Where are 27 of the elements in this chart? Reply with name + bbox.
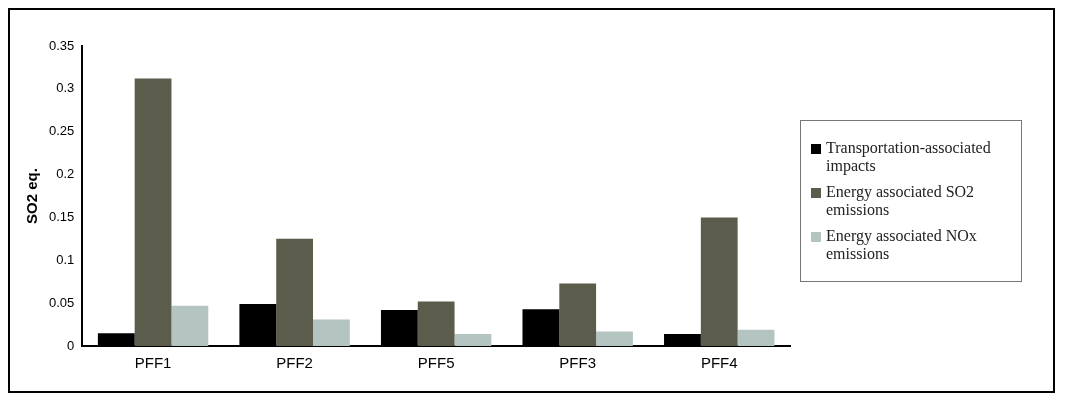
bar [313,318,350,346]
bar [596,330,633,346]
y-tick-label: 0.25 [48,122,75,138]
bar [454,333,492,346]
y-tick-label: 0.05 [48,294,75,310]
y-tick-label: 0.15 [48,208,75,224]
x-tick-label: PFF3 [559,353,597,371]
x-tick-label: PFF4 [700,353,738,371]
y-tick-label: 0 [67,337,75,353]
x-tick-label: PFF1 [134,353,172,371]
x-tick-label: PFF5 [417,353,455,371]
bar [700,216,738,346]
y-axis-title: SO2 eq. [23,167,41,224]
bar [559,282,597,346]
bar [737,329,775,346]
y-tick-label: 0.2 [56,165,75,181]
bar [276,238,314,346]
y-tick-label: 0.35 [48,37,75,53]
y-tick-label: 0.1 [56,251,75,267]
bar [134,78,172,346]
y-tick-label: 0.3 [56,79,75,95]
legend-label: Energy associated NOx emissions [826,226,978,263]
legend-label: Transportation-associated impacts [826,138,992,175]
x-tick-label: PFF2 [276,353,313,371]
bar [417,300,455,346]
bar [171,305,209,346]
legend-label: Energy associated SO2 emissions [826,182,976,219]
